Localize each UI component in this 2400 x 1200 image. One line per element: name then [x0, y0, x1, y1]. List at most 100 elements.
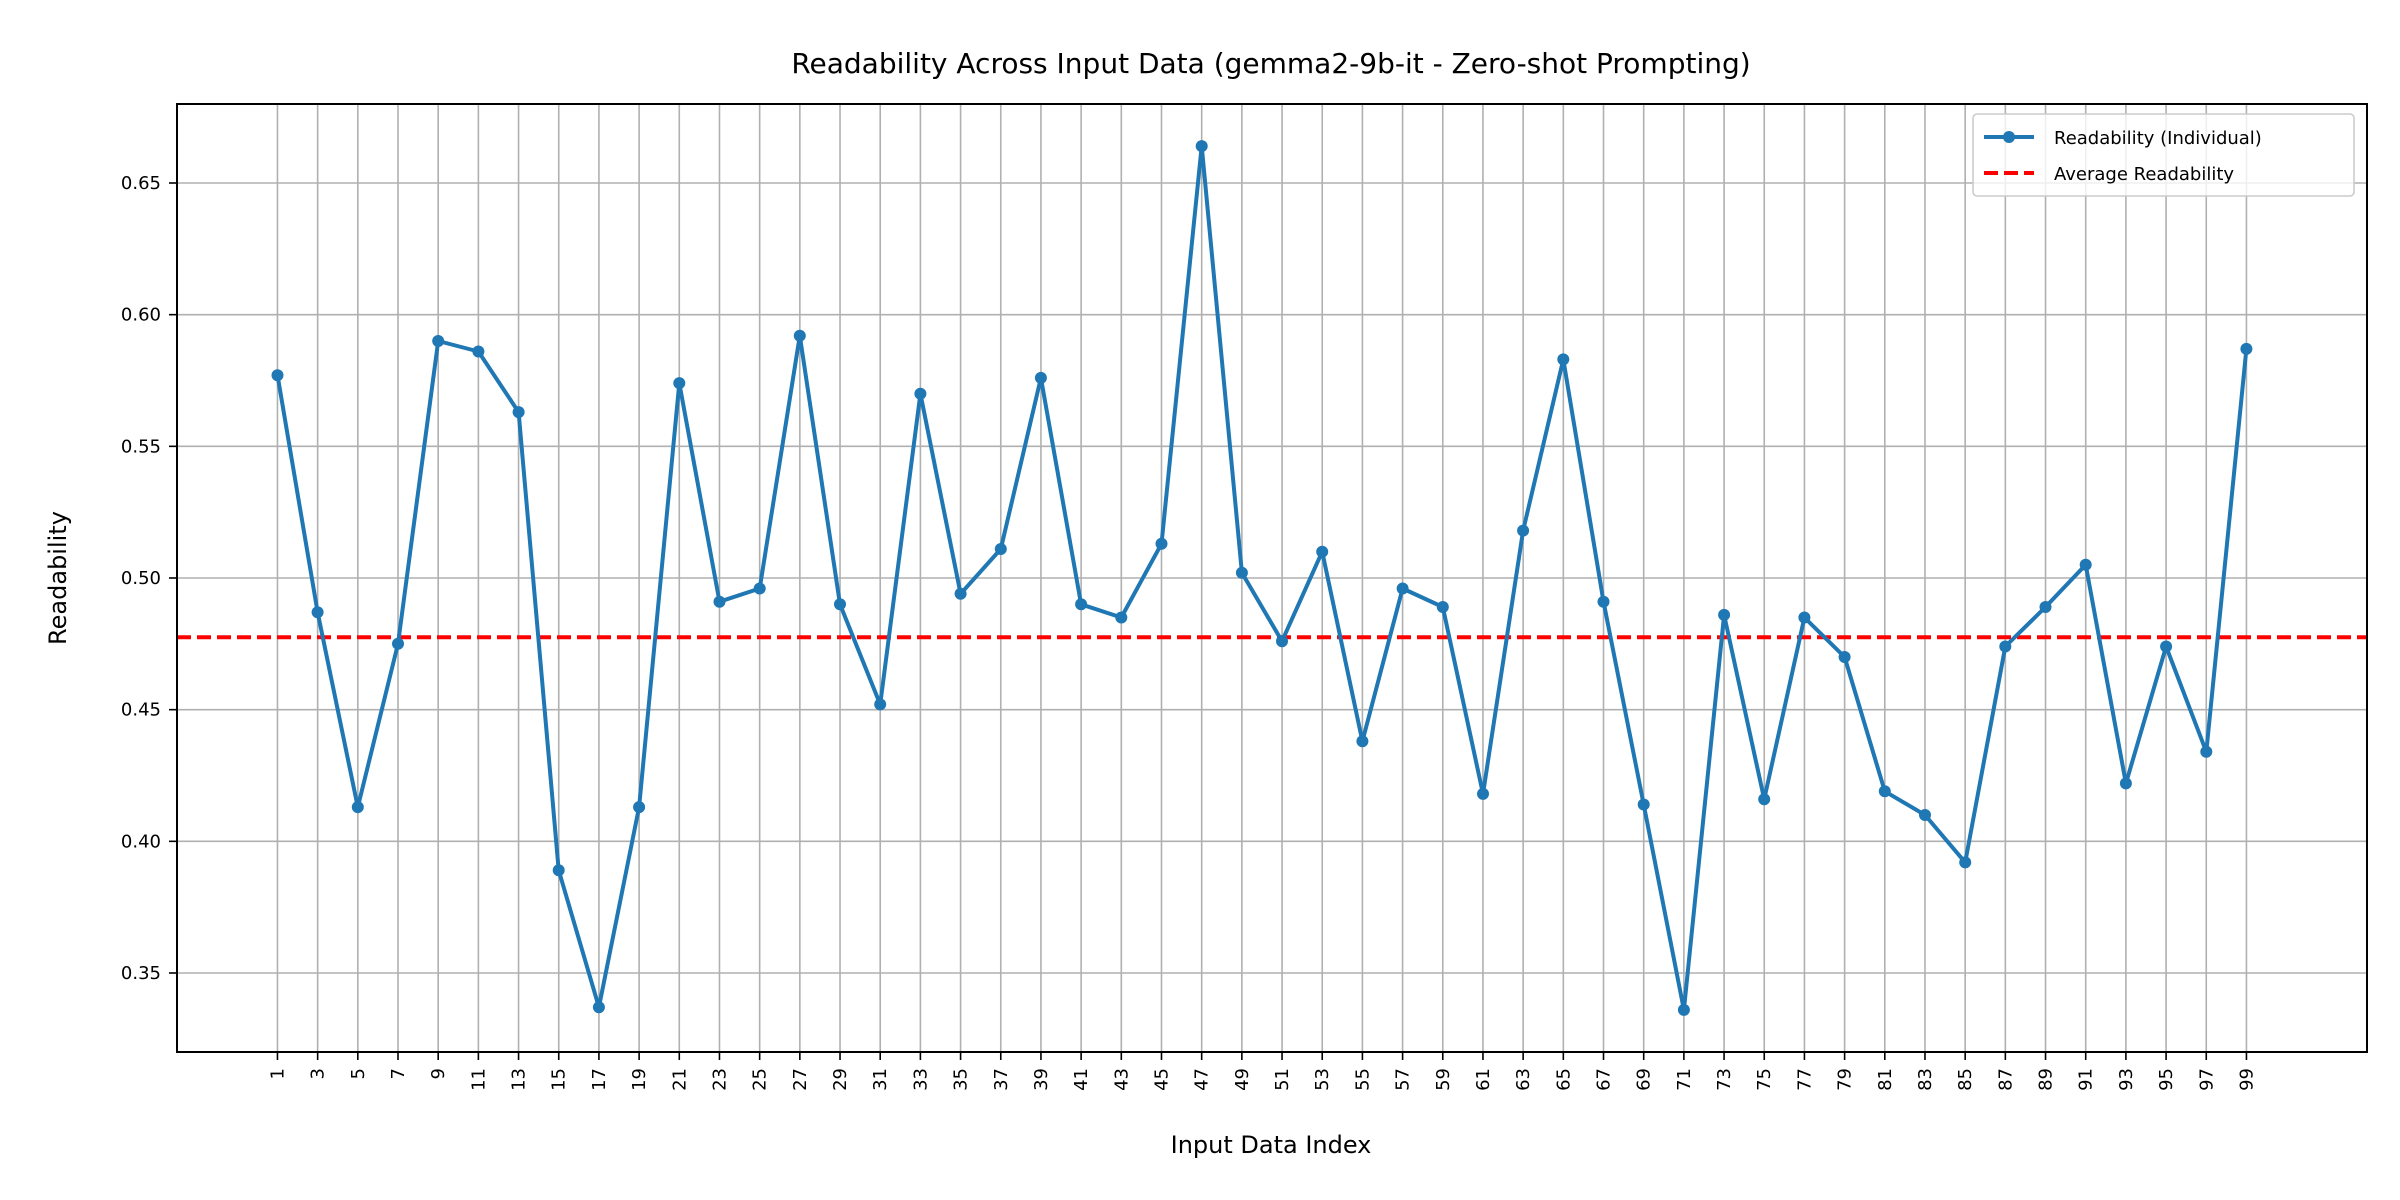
- readability-point: [994, 543, 1007, 555]
- readability-series-line: [275, 144, 2249, 1012]
- x-tick-label: 99: [2236, 1068, 2257, 1091]
- readability-point: [793, 329, 806, 342]
- x-tick-label: 9: [428, 1068, 449, 1079]
- x-tick-label: 67: [1594, 1068, 1615, 1091]
- readability-point: [1557, 353, 1570, 366]
- y-tick-label: 0.65: [121, 173, 161, 194]
- readability-point: [1718, 608, 1731, 621]
- x-tick-label: 17: [589, 1068, 610, 1091]
- readability-point: [1356, 735, 1369, 748]
- readability-point: [592, 1001, 605, 1014]
- readability-point: [271, 369, 284, 382]
- x-tick-label: 13: [509, 1068, 530, 1091]
- x-tick-label: 11: [468, 1068, 489, 1091]
- x-tick-label: 49: [1232, 1068, 1253, 1091]
- grid-lines: [177, 104, 2367, 1052]
- x-tick-label: 1: [267, 1068, 288, 1079]
- x-tick-label: 73: [1714, 1068, 1735, 1091]
- x-tick-label: 85: [1955, 1068, 1976, 1091]
- x-tick-label: 75: [1754, 1068, 1775, 1091]
- readability-point: [1115, 611, 1128, 624]
- readability-point: [633, 801, 646, 814]
- legend-label-average: Average Readability: [2054, 164, 2234, 185]
- x-tick-label: 55: [1352, 1068, 1373, 1091]
- y-tick-label: 0.45: [121, 700, 161, 721]
- x-tick-label: 33: [910, 1068, 931, 1091]
- x-tick-label: 27: [790, 1068, 811, 1091]
- x-axis-ticks: 1 3 5 7 9 11 13 15 17 19 21 23 25 27 29 31 33 35 37 39 41 43 4…: [267, 1052, 2257, 1091]
- x-axis-label: Input Data Index: [1171, 1131, 1372, 1159]
- x-tick-label: 29: [830, 1068, 851, 1091]
- readability-point: [1517, 524, 1530, 537]
- x-tick-label: 21: [669, 1068, 690, 1091]
- readability-point: [673, 377, 686, 390]
- readability-point: [834, 598, 846, 611]
- readability-point: [2240, 342, 2253, 355]
- x-tick-label: 47: [1192, 1068, 1213, 1091]
- readability-point: [1838, 651, 1851, 663]
- readability-point: [1597, 595, 1610, 608]
- x-tick-label: 3: [308, 1068, 329, 1079]
- x-tick-label: 81: [1875, 1068, 1896, 1091]
- readability-point: [512, 406, 525, 419]
- y-tick-label: 0.60: [121, 305, 161, 326]
- x-tick-label: 93: [2116, 1068, 2137, 1091]
- readability-point: [1195, 140, 1208, 153]
- legend-marker-individual: [2003, 131, 2015, 143]
- x-tick-label: 95: [2156, 1068, 2177, 1091]
- readability-point: [1959, 856, 1972, 869]
- x-tick-label: 79: [1835, 1068, 1856, 1091]
- x-tick-label: 91: [2076, 1068, 2097, 1091]
- legend-box: [1972, 113, 2355, 197]
- readability-point: [351, 801, 364, 814]
- y-tick-label: 0.55: [121, 436, 161, 457]
- readability-point: [1075, 598, 1088, 611]
- readability-point: [552, 864, 565, 877]
- readability-point: [1758, 793, 1771, 806]
- readability-point: [1155, 537, 1168, 550]
- readability-point: [2200, 745, 2213, 758]
- x-tick-label: 59: [1433, 1068, 1454, 1091]
- series-group: [271, 140, 2253, 1016]
- y-axis-ticks: 0.35 0.40 0.45 0.50 0.55 0.60 0.65: [121, 173, 177, 984]
- x-tick-label: 7: [388, 1068, 409, 1079]
- readability-point: [432, 335, 445, 347]
- x-tick-label: 37: [991, 1068, 1012, 1091]
- readability-point: [1235, 566, 1248, 579]
- x-tick-label: 35: [951, 1068, 972, 1091]
- readability-point: [1677, 1003, 1690, 1016]
- x-tick-label: 41: [1071, 1068, 1092, 1091]
- x-tick-label: 87: [1995, 1068, 2016, 1091]
- readability-point: [753, 582, 766, 595]
- x-tick-label: 43: [1111, 1068, 1132, 1091]
- readability-point: [1878, 785, 1891, 798]
- x-tick-label: 5: [348, 1068, 369, 1079]
- readability-point: [1034, 371, 1047, 384]
- readability-point: [1999, 640, 2012, 653]
- readability-point: [311, 606, 324, 619]
- readability-point: [2119, 777, 2132, 790]
- x-tick-label: 57: [1393, 1068, 1414, 1091]
- x-tick-label: 61: [1473, 1068, 1494, 1091]
- x-tick-label: 51: [1272, 1068, 1293, 1091]
- y-tick-label: 0.50: [121, 568, 161, 589]
- chart-title: Readability Across Input Data (gemma2-9b…: [791, 47, 1750, 80]
- x-tick-label: 53: [1312, 1068, 1333, 1091]
- x-tick-label: 89: [2036, 1068, 2057, 1091]
- x-tick-label: 77: [1794, 1068, 1815, 1091]
- readability-point: [1316, 545, 1329, 558]
- x-tick-label: 23: [709, 1068, 730, 1091]
- readability-point: [2079, 558, 2092, 571]
- readability-point: [1919, 809, 1931, 821]
- legend-label-individual: Readability (Individual): [2054, 128, 2262, 149]
- readability-point: [713, 595, 726, 608]
- readability-point: [954, 587, 967, 600]
- x-tick-label: 19: [629, 1068, 650, 1091]
- readability-point: [392, 637, 404, 650]
- readability-point: [2160, 640, 2173, 653]
- readability-point: [874, 698, 887, 711]
- x-tick-label: 63: [1513, 1068, 1534, 1091]
- readability-point: [1436, 601, 1449, 613]
